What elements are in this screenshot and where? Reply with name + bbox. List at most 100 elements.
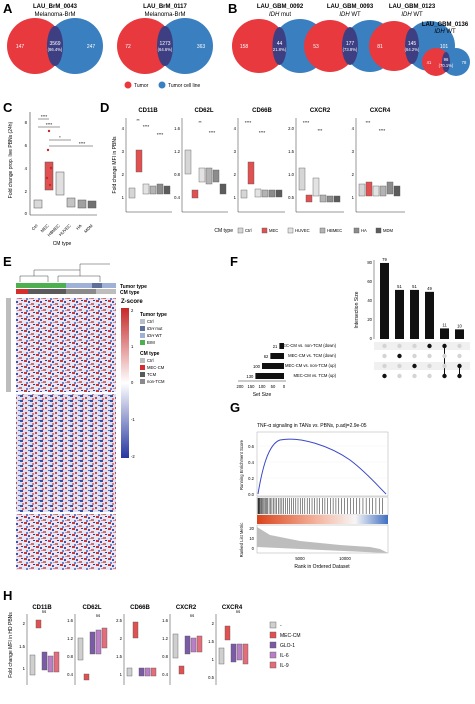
panel-f-set-sizes: MEC-CM vs. non-TCM (down) MEC-CM vs. TCM… (237, 343, 337, 398)
box (242, 643, 249, 665)
intersection-bar (425, 291, 434, 339)
panel-label-e: E (3, 254, 12, 269)
venn-b1-overlap (272, 27, 287, 65)
sig: *** (318, 128, 323, 133)
matrix-dot (397, 363, 402, 369)
venn-a1-cellline-circle (47, 18, 103, 74)
legend-label: HBMEC (327, 228, 342, 233)
tumor-type-legend-title: Tumor type (140, 312, 167, 318)
panel-d-legend-title: CM type (214, 228, 233, 234)
panel-d-cd66b-title: CD66B (252, 108, 272, 114)
heatmap-block-1 (16, 298, 116, 392)
intersection-bar (395, 289, 404, 339)
box (150, 667, 157, 677)
box (178, 665, 185, 675)
point (46, 148, 50, 152)
ranked-metric-area (257, 527, 388, 553)
set-size-bar (270, 353, 284, 359)
venn-b3-left: 81 (377, 44, 383, 50)
venn-a1-tumor-circle (7, 18, 63, 74)
venn-b4-tumor-circle (422, 48, 450, 76)
venn-a2: 72 1273 (64.6%) 363 (117, 18, 213, 74)
matrix-dot (412, 373, 417, 379)
box (53, 651, 60, 673)
tick: 2.5 (116, 618, 122, 623)
tick: 100 (259, 384, 267, 389)
legend-label: MEC (269, 228, 278, 233)
set-size-value: 130 (246, 374, 254, 379)
box (236, 643, 243, 661)
legend-swatch (287, 227, 294, 234)
panel-g-title-post: PBNs, p.adj=2.9e-05 (319, 423, 367, 429)
intersection-bar-label: 79 (382, 257, 387, 262)
box-c-mec (44, 161, 54, 191)
sig: **** (143, 124, 150, 129)
box (163, 185, 171, 195)
legend-label: MEC-CM (147, 365, 165, 370)
panel-c-tick-2: 2 (25, 189, 28, 194)
panel-c-xlabel: CM type (53, 241, 72, 247)
box (372, 185, 380, 197)
legend-swatch (140, 372, 145, 377)
panel-d-cxcr2: CXCR2 2.0 1.5 1.0 0.5 **** *** (288, 108, 344, 213)
zscore-title: Z-score (121, 299, 143, 305)
tick: 50 (271, 384, 276, 389)
venn-b3-subtitle-italic: IDH (401, 12, 412, 18)
venn-b2-title: LAU_GBM_0093 (327, 4, 374, 10)
set-label: MEC-CM vs. TCM (up) (294, 373, 337, 378)
sig: ** (198, 120, 202, 125)
set-size-bar (255, 373, 284, 379)
box (135, 149, 143, 173)
rank-gradient (257, 515, 388, 524)
panel-c-x-mec: MEC (40, 223, 50, 233)
venn-a1-right: 247 (87, 44, 96, 50)
legend-label-italic: IDH (147, 326, 155, 331)
venn-b2-subtitle-italic: IDH (339, 12, 350, 18)
tick: 0.8 (67, 654, 73, 659)
venn-legend: Tumor Tumor cell line (124, 81, 201, 89)
panel-d-cd62l-title: CD62L (194, 108, 213, 114)
box-c-hbmec (55, 171, 65, 196)
matrix-dot (442, 373, 447, 379)
tick: 0.6 (248, 444, 254, 449)
intersection-bar-label: 10 (457, 323, 462, 328)
box (196, 635, 203, 653)
row-annotation (6, 298, 11, 392)
legend-label: HA (361, 228, 367, 233)
point (49, 166, 53, 170)
panel-g-hits (256, 496, 389, 524)
box (89, 631, 96, 655)
panel-g-es-plot: 0.6 0.4 0.2 0.0 (248, 431, 389, 497)
box (365, 181, 373, 197)
tumor-type-bar-idhwt (66, 283, 116, 288)
legend-swatch (140, 333, 145, 338)
matrix-dot (412, 353, 417, 359)
box (312, 177, 320, 197)
venn-a2-center: 1273 (159, 41, 170, 47)
panel-d-legend: CM type Ctrl MEC HUVEC HBMEC HA MDM (214, 227, 394, 234)
matrix-dot (442, 353, 447, 359)
tick: 1.2 (67, 636, 73, 641)
legend-label-rest: WT (154, 333, 162, 338)
intersection-bar-label: 51 (397, 284, 402, 289)
heatmap-block-3 (16, 514, 116, 570)
intersection-bar-label: 51 (412, 284, 417, 289)
tumor-type-bar-brm (16, 283, 66, 288)
tick: 4 (234, 126, 237, 131)
venn-b1-center: 44 (277, 41, 283, 47)
matrix-dot (457, 373, 462, 379)
venn-b4-subtitle-italic: IDH (434, 29, 445, 35)
matrix-row-bg (374, 342, 470, 350)
intersection-bar-label: 49 (427, 286, 432, 291)
tick: 1.5 (288, 149, 294, 154)
box (393, 185, 401, 197)
tick: 1.2 (162, 636, 168, 641)
venn-b4-title: LAU_GBM_0136 (422, 22, 469, 28)
set-size-label: Set Size (253, 392, 272, 398)
box (218, 647, 225, 665)
intersection-bar (380, 262, 389, 339)
tick: 0 (252, 546, 255, 551)
venn-b2-overlap (342, 27, 358, 65)
zscore-tick: -1 (131, 417, 135, 422)
venn-b4-overlap (442, 52, 450, 72)
